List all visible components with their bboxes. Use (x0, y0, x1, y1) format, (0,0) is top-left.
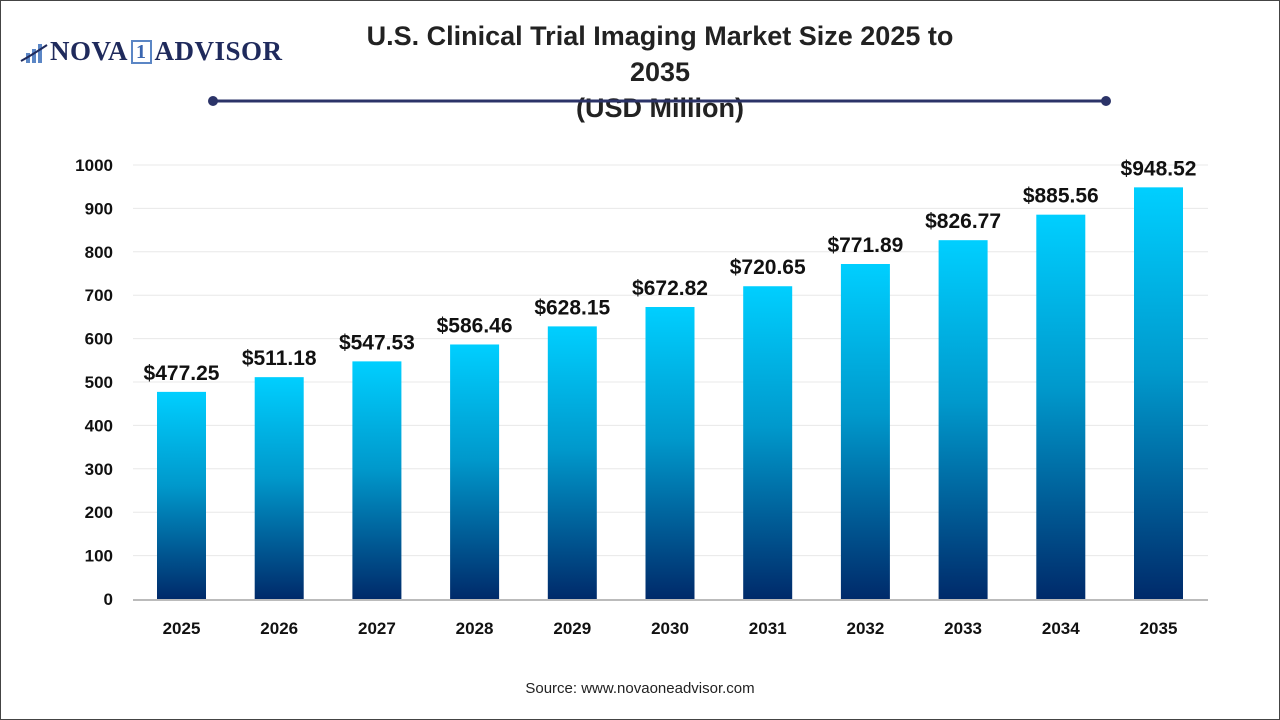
x-tick-label: 2027 (358, 619, 396, 638)
x-tick-label: 2025 (163, 619, 201, 638)
data-label: $720.65 (730, 256, 806, 279)
logo-bars-icon (20, 43, 48, 63)
y-tick-label: 200 (85, 503, 113, 522)
data-label: $586.46 (437, 314, 513, 337)
x-tick-label: 2035 (1140, 619, 1178, 638)
y-tick-label: 600 (85, 330, 113, 349)
bar (157, 391, 206, 599)
title-divider-dot-right (1101, 96, 1111, 106)
x-tick-label: 2028 (456, 619, 494, 638)
y-tick-label: 900 (85, 199, 113, 218)
chart-subtitle: (USD Million) (576, 93, 744, 123)
logo-text-nova: NOVA (50, 36, 129, 66)
y-tick-label: 1000 (75, 156, 113, 175)
bar (547, 326, 597, 599)
bar (254, 377, 304, 599)
bar (645, 306, 695, 599)
data-label: $826.77 (925, 210, 1001, 233)
bar (938, 240, 988, 599)
x-tick-label: 2034 (1042, 619, 1080, 638)
y-tick-label: 700 (85, 286, 113, 305)
data-label: $547.53 (339, 331, 415, 354)
y-tick-label: 300 (85, 460, 113, 479)
bar (352, 361, 402, 599)
x-tick-label: 2026 (260, 619, 298, 638)
y-tick-label: 400 (85, 416, 113, 435)
data-label: $511.18 (242, 347, 317, 370)
logo-text-box: 1 (131, 39, 152, 64)
data-label: $885.56 (1023, 185, 1099, 208)
bar (1036, 214, 1086, 599)
logo: NOVA 1 ADVISOR (20, 36, 283, 67)
bar (450, 344, 500, 599)
chart-title: U.S. Clinical Trial Imaging Market Size … (360, 18, 960, 126)
data-label: $948.52 (1121, 157, 1197, 180)
x-tick-label: 2031 (749, 619, 787, 638)
y-tick-label: 100 (85, 547, 113, 566)
y-tick-label: 800 (85, 243, 113, 262)
y-tick-label: 0 (104, 590, 113, 609)
title-divider-dot-left (208, 96, 218, 106)
bar (743, 286, 793, 599)
x-tick-label: 2033 (944, 619, 982, 638)
data-label: $628.15 (534, 296, 610, 319)
data-label: $771.89 (827, 234, 903, 257)
bar (1134, 187, 1183, 599)
logo-text-advisor: ADVISOR (154, 36, 283, 66)
data-label: $672.82 (632, 277, 708, 300)
x-tick-label: 2029 (553, 619, 591, 638)
y-tick-label: 500 (85, 373, 113, 392)
chart-title-main: U.S. Clinical Trial Imaging Market Size … (366, 21, 954, 87)
x-tick-label: 2030 (651, 619, 689, 638)
data-label: $477.25 (144, 362, 220, 385)
bar (840, 263, 890, 599)
source-note: Source: www.novaoneadvisor.com (525, 680, 755, 697)
x-tick-label: 2032 (846, 619, 884, 638)
